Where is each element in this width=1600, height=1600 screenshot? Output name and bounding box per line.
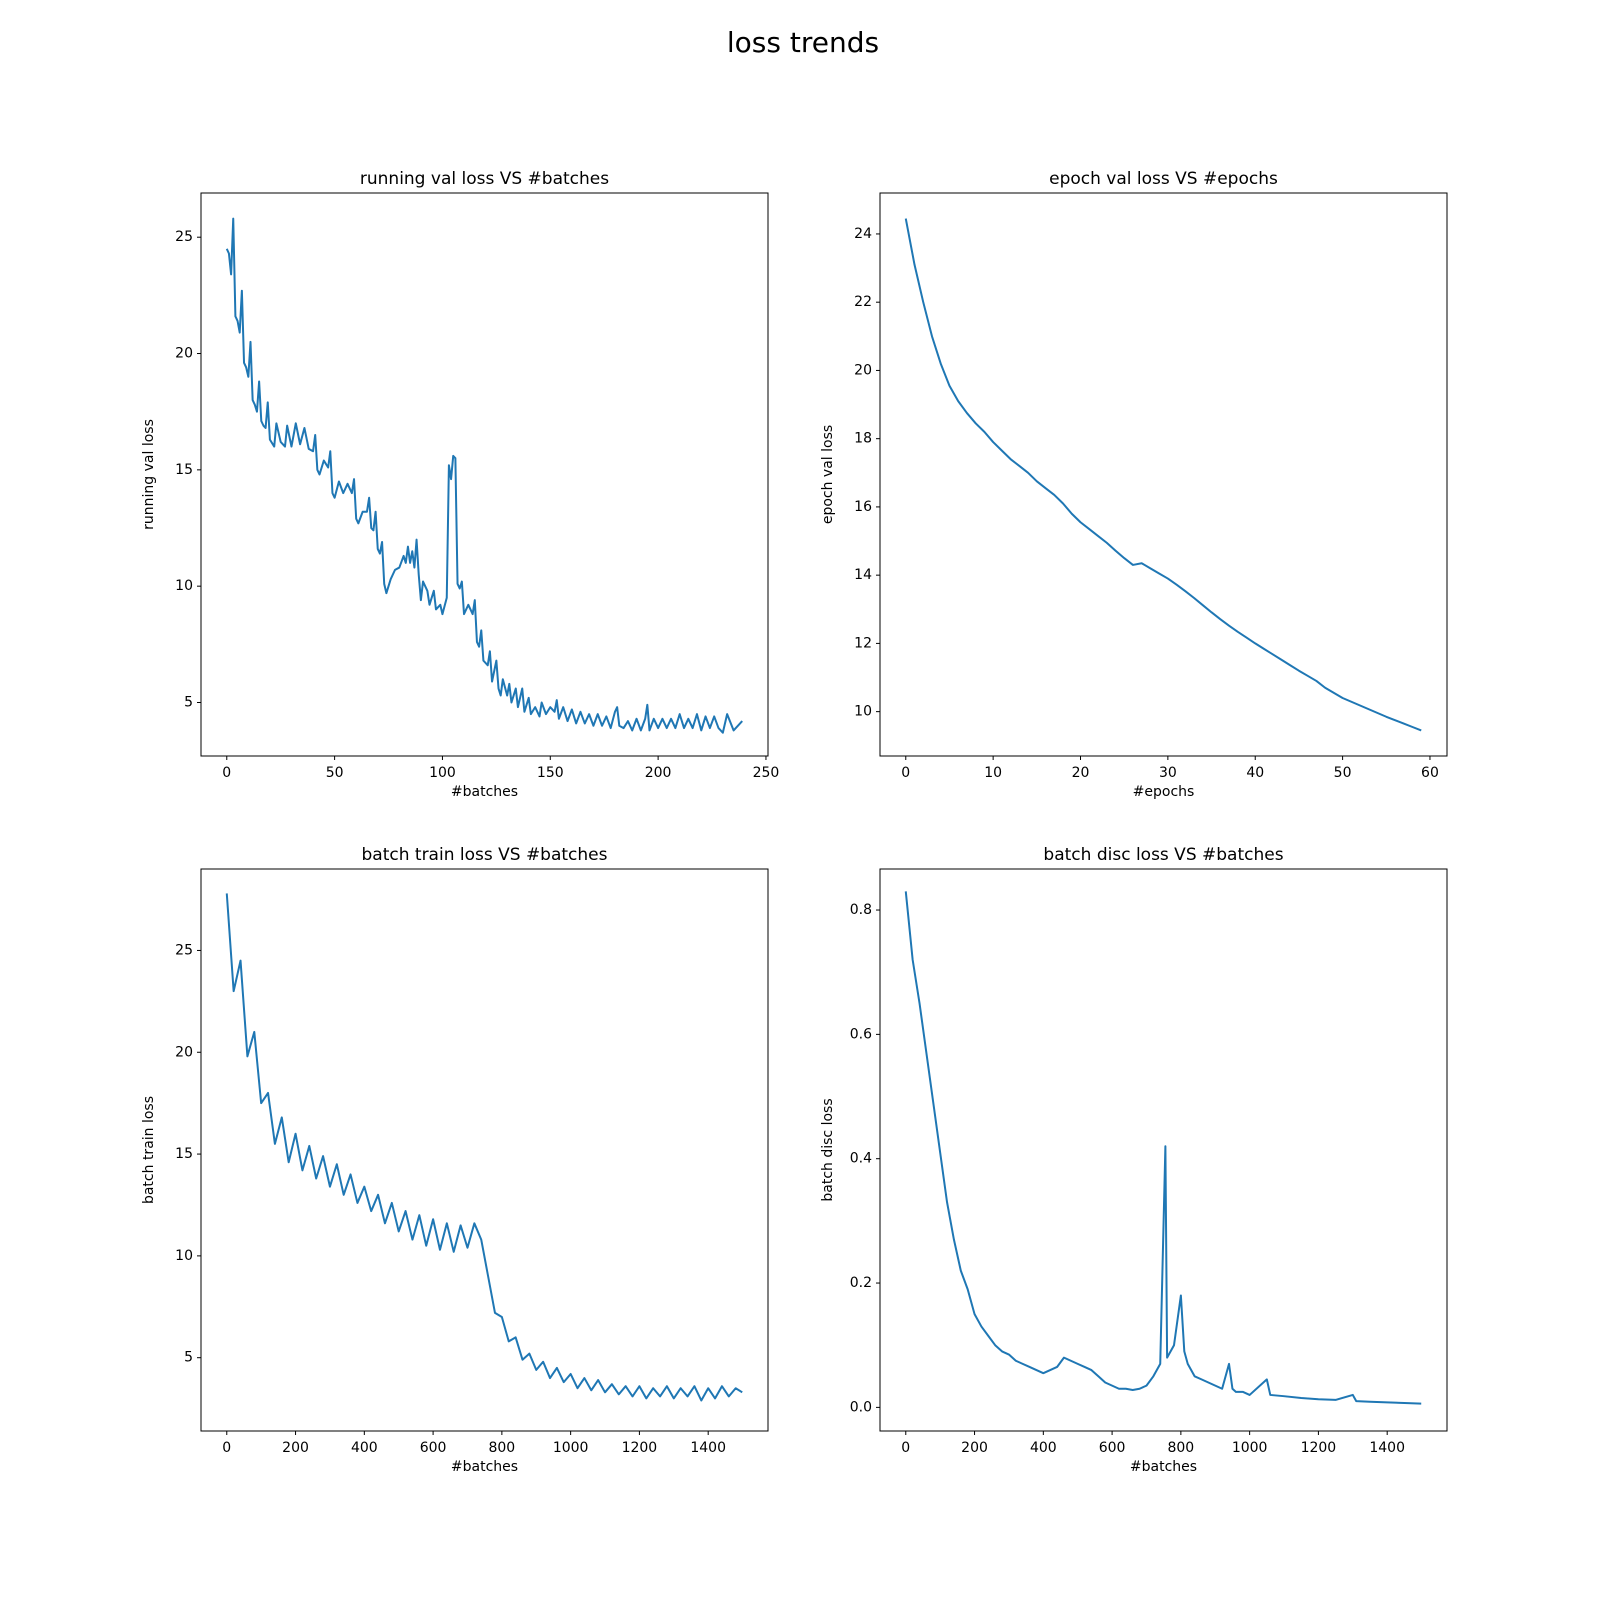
x-tick-label: 400	[1030, 1440, 1057, 1456]
axes-frame	[879, 868, 1448, 1432]
y-tick-label: 20	[175, 1044, 193, 1060]
x-tick-label: 800	[1167, 1440, 1194, 1456]
y-tick-label: 20	[175, 346, 193, 362]
x-tick-label: 250	[753, 765, 780, 781]
y-tick-label: 22	[854, 294, 872, 310]
x-tick-label: 800	[488, 1440, 515, 1456]
x-tick-label: 400	[351, 1440, 378, 1456]
y-tick-label: 0.6	[850, 1026, 872, 1042]
x-tick-label: 1000	[553, 1440, 589, 1456]
subplot-title: running val loss VS #batches	[360, 169, 609, 189]
y-tick-label: 0.0	[850, 1399, 872, 1415]
x-tick-label: 1000	[1232, 1440, 1268, 1456]
x-tick-label: 30	[1159, 765, 1177, 781]
subplot-title: batch disc loss VS #batches	[1043, 845, 1283, 865]
y-tick-label: 10	[854, 704, 872, 720]
x-axis-label: #batches	[1130, 1459, 1197, 1475]
x-tick-label: 50	[1334, 765, 1352, 781]
x-tick-label: 50	[326, 765, 344, 781]
subplot-title: epoch val loss VS #epochs	[1049, 169, 1278, 189]
x-tick-label: 10	[984, 765, 1002, 781]
loss-line	[225, 893, 743, 1402]
loss-line	[904, 891, 1422, 1405]
x-tick-label: 1200	[622, 1440, 658, 1456]
x-tick-label: 1400	[1369, 1440, 1405, 1456]
x-tick-label: 40	[1246, 765, 1264, 781]
figure-title: loss trends	[727, 26, 879, 59]
y-tick-label: 0.8	[850, 902, 872, 918]
x-tick-label: 60	[1421, 765, 1439, 781]
x-tick-label: 200	[961, 1440, 988, 1456]
y-tick-label: 25	[175, 942, 193, 958]
y-tick-label: 5	[184, 694, 193, 710]
y-tick-label: 12	[854, 635, 872, 651]
y-axis-label: batch disc loss	[820, 1098, 836, 1201]
y-tick-label: 5	[184, 1350, 193, 1366]
y-axis-label: batch train loss	[141, 1096, 157, 1204]
x-tick-label: 600	[1099, 1440, 1126, 1456]
x-tick-label: 20	[1072, 765, 1090, 781]
x-axis-label: #batches	[451, 1459, 518, 1475]
axes-frame	[879, 192, 1448, 757]
x-tick-label: 600	[420, 1440, 447, 1456]
x-tick-label: 0	[222, 765, 231, 781]
x-tick-label: 0	[901, 765, 910, 781]
y-tick-label: 10	[175, 578, 193, 594]
loss-line	[225, 217, 743, 734]
y-tick-label: 14	[854, 567, 872, 583]
axes-frame	[200, 868, 769, 1432]
y-tick-label: 20	[854, 362, 872, 378]
subplot-title: batch train loss VS #batches	[362, 845, 608, 865]
y-tick-label: 18	[854, 431, 872, 447]
y-tick-label: 10	[175, 1248, 193, 1264]
y-axis-label: epoch val loss	[820, 425, 836, 524]
y-tick-label: 15	[175, 462, 193, 478]
x-tick-label: 1400	[690, 1440, 726, 1456]
axes-frame	[200, 192, 769, 757]
x-tick-label: 200	[282, 1440, 309, 1456]
x-tick-label: 0	[901, 1440, 910, 1456]
y-tick-label: 0.4	[850, 1151, 872, 1167]
y-tick-label: 0.2	[850, 1275, 872, 1291]
y-tick-label: 15	[175, 1146, 193, 1162]
loss-line	[904, 218, 1422, 732]
x-tick-label: 1200	[1301, 1440, 1337, 1456]
y-axis-label: running val loss	[141, 419, 157, 530]
x-axis-label: #batches	[451, 784, 518, 800]
y-tick-label: 24	[854, 226, 872, 242]
x-tick-label: 0	[222, 1440, 231, 1456]
y-tick-label: 16	[854, 499, 872, 515]
y-tick-label: 25	[175, 229, 193, 245]
x-tick-label: 150	[537, 765, 564, 781]
x-axis-label: #epochs	[1133, 784, 1195, 800]
x-tick-label: 200	[645, 765, 672, 781]
x-tick-label: 100	[429, 765, 456, 781]
